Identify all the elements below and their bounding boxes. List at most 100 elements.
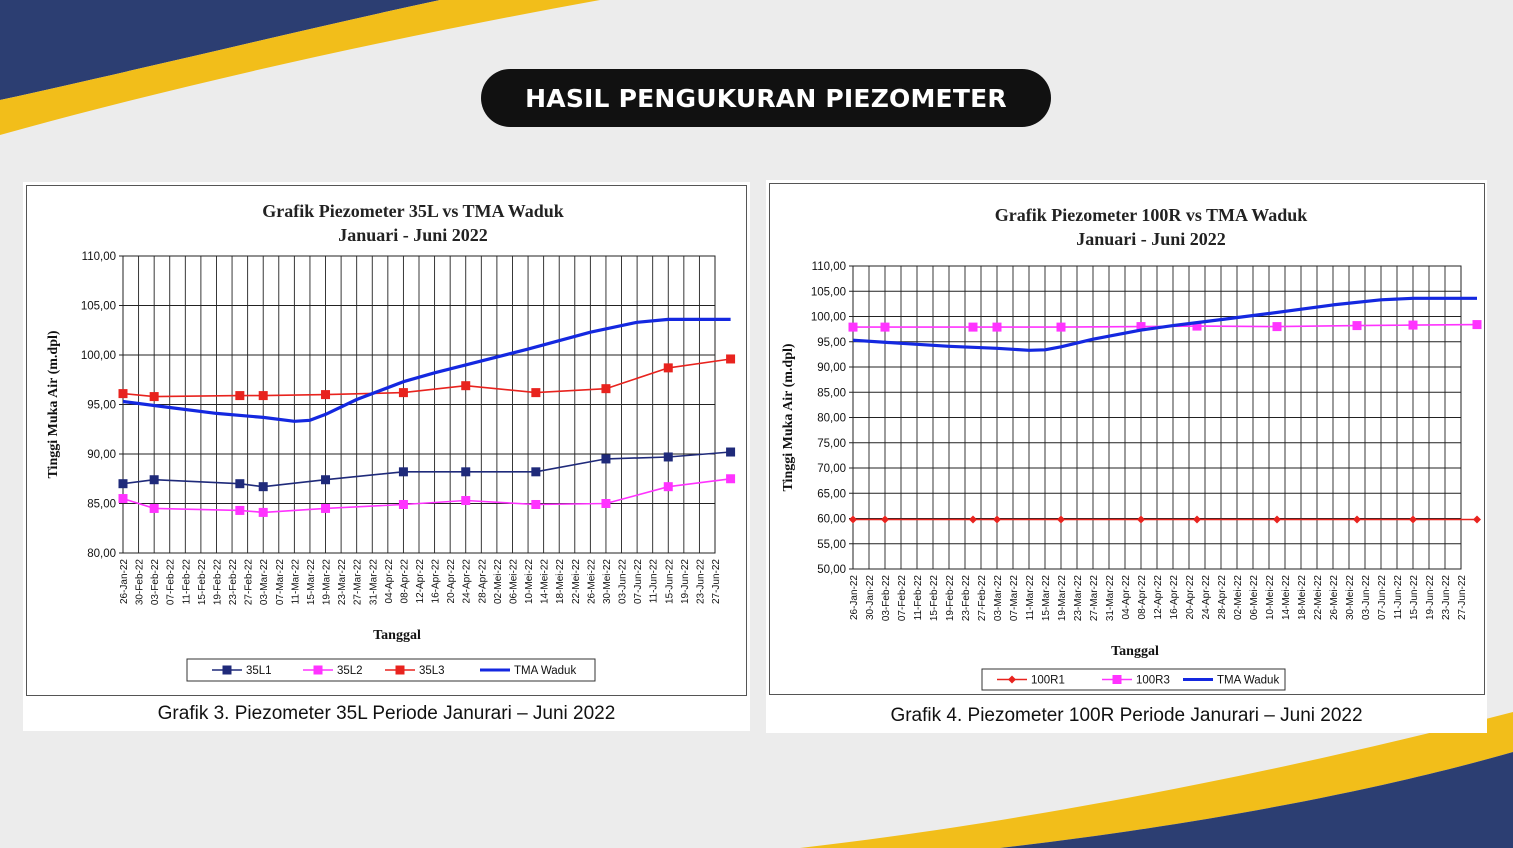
chart-frame-35l: Grafik Piezometer 35L vs TMA Waduk Januar… xyxy=(26,185,747,696)
y-tick-label: 80,00 xyxy=(817,413,846,425)
y-tick-label: 60,00 xyxy=(817,514,846,526)
x-tick-label: 27-Feb-22 xyxy=(244,559,255,606)
x-tick-label: 26-Jan-22 xyxy=(119,559,130,604)
x-tick-label: 11-Mar-22 xyxy=(1025,575,1036,621)
x-tick-label: 16-Apr-22 xyxy=(431,559,442,604)
legend-marker xyxy=(314,666,323,675)
data-point-35l1 xyxy=(119,479,128,488)
x-tick-label: 20-Apr-22 xyxy=(446,559,457,604)
y-tick-label: 95,00 xyxy=(87,400,116,412)
x-tick-label: 18-Mei-22 xyxy=(1297,575,1308,620)
data-point-35l3 xyxy=(726,354,735,363)
data-point-35l3 xyxy=(235,391,244,400)
x-tick-label: 03-Feb-22 xyxy=(150,559,161,606)
legend-marker xyxy=(1113,675,1122,684)
x-tick-label: 12-Apr-22 xyxy=(1153,575,1164,620)
x-tick-label: 28-Apr-22 xyxy=(1217,575,1228,620)
x-tick-label: 19-Feb-22 xyxy=(945,575,956,622)
x-tick-label: 06-Mei-22 xyxy=(1249,575,1260,620)
x-tick-label: 30-Mei-22 xyxy=(1345,575,1356,620)
x-tick-label: 27-Jun-22 xyxy=(711,559,722,604)
x-tick-label: 15-Jun-22 xyxy=(1409,575,1420,620)
x-tick-label: 03-Jun-22 xyxy=(1361,575,1372,620)
x-tick-label: 24-Apr-22 xyxy=(1201,575,1212,620)
x-tick-label: 08-Apr-22 xyxy=(1137,575,1148,620)
data-point-35l3 xyxy=(259,391,268,400)
legend-label: 100R1 xyxy=(1031,675,1065,687)
y-tick-label: 100,00 xyxy=(811,312,846,324)
data-point-100r3 xyxy=(969,323,978,332)
data-point-100r3 xyxy=(1473,320,1482,329)
x-tick-label: 23-Feb-22 xyxy=(961,575,972,622)
caption-left: Grafik 3. Piezometer 35L Periode Janurar… xyxy=(23,703,750,725)
x-tick-label: 08-Apr-22 xyxy=(399,559,410,604)
x-tick-label: 24-Apr-22 xyxy=(462,559,473,604)
legend-label: 35L1 xyxy=(246,665,272,677)
x-tick-label: 11-Feb-22 xyxy=(181,559,192,605)
chart-title: Grafik Piezometer 35L vs TMA Waduk xyxy=(262,201,564,221)
x-tick-label: 30-Jan-22 xyxy=(865,575,876,620)
x-tick-label: 10-Mei-22 xyxy=(524,559,535,604)
x-tick-label: 11-Mar-22 xyxy=(290,559,301,605)
data-point-100r3 xyxy=(1353,321,1362,330)
x-tick-label: 07-Mar-22 xyxy=(1009,575,1020,622)
x-tick-label: 28-Apr-22 xyxy=(477,559,488,604)
x-tick-label: 03-Feb-22 xyxy=(881,575,892,622)
y-axis-label: Tinggi Muka Air (m.dpl) xyxy=(46,330,61,478)
data-point-100r3 xyxy=(1273,322,1282,331)
data-point-35l1 xyxy=(321,475,330,484)
x-tick-label: 27-Jun-22 xyxy=(1457,575,1468,620)
x-axis-label: Tanggal xyxy=(373,628,421,643)
data-point-35l2 xyxy=(601,499,610,508)
x-tick-label: 11-Jun-22 xyxy=(1393,575,1404,620)
x-tick-label: 07-Jun-22 xyxy=(1377,575,1388,620)
x-tick-label: 26-Jan-22 xyxy=(849,575,860,620)
x-tick-label: 12-Apr-22 xyxy=(415,559,426,604)
y-tick-label: 85,00 xyxy=(87,499,116,511)
data-point-35l2 xyxy=(235,506,244,515)
data-point-100r3 xyxy=(881,323,890,332)
data-point-35l2 xyxy=(664,482,673,491)
data-point-35l1 xyxy=(259,482,268,491)
x-tick-label: 07-Feb-22 xyxy=(897,575,908,622)
chart-panel-100r: Grafik Piezometer 100R vs TMA Waduk Janua… xyxy=(766,180,1487,733)
data-point-35l1 xyxy=(664,452,673,461)
y-tick-label: 110,00 xyxy=(812,261,846,273)
x-tick-label: 06-Mei-22 xyxy=(508,559,519,604)
data-point-35l3 xyxy=(601,384,610,393)
y-axis-label: Tinggi Muka Air (m.dpl) xyxy=(781,343,796,491)
x-tick-label: 30-Mei-22 xyxy=(602,559,613,604)
y-tick-label: 110,00 xyxy=(82,251,116,263)
legend-label: 35L2 xyxy=(337,665,363,677)
y-tick-label: 50,00 xyxy=(817,564,846,576)
legend-label: TMA Waduk xyxy=(1217,675,1279,687)
x-tick-label: 15-Feb-22 xyxy=(197,559,208,606)
x-tick-label: 19-Feb-22 xyxy=(212,559,223,606)
y-tick-label: 90,00 xyxy=(87,449,116,461)
legend-label: 100R3 xyxy=(1136,675,1170,687)
legend-marker xyxy=(396,666,405,675)
y-tick-label: 70,00 xyxy=(817,463,846,475)
data-point-35l2 xyxy=(150,504,159,513)
data-point-35l2 xyxy=(461,496,470,505)
x-tick-label: 26-Mei-22 xyxy=(586,559,597,604)
legend-label: TMA Waduk xyxy=(514,665,576,677)
y-tick-label: 55,00 xyxy=(817,539,846,551)
y-tick-label: 100,00 xyxy=(81,350,116,362)
y-tick-label: 80,00 xyxy=(87,548,116,560)
slide-title: HASIL PENGUKURAN PIEZOMETER xyxy=(481,69,1051,127)
x-tick-label: 15-Mar-22 xyxy=(306,559,317,606)
y-tick-label: 90,00 xyxy=(817,362,846,374)
data-point-100r1 xyxy=(1473,516,1481,524)
x-tick-label: 19-Mar-22 xyxy=(322,559,333,606)
chart-subtitle: Januari - Juni 2022 xyxy=(1076,229,1226,249)
data-point-35l2 xyxy=(726,474,735,483)
x-tick-label: 16-Apr-22 xyxy=(1169,575,1180,620)
x-tick-label: 27-Mar-22 xyxy=(1089,575,1100,622)
x-tick-label: 02-Mei-22 xyxy=(493,559,504,604)
x-tick-label: 18-Mei-22 xyxy=(555,559,566,604)
x-tick-label: 14-Mei-22 xyxy=(540,559,551,604)
chart-35l: Grafik Piezometer 35L vs TMA Waduk Januar… xyxy=(27,186,746,695)
chart-title: Grafik Piezometer 100R vs TMA Waduk xyxy=(995,205,1308,225)
data-point-35l3 xyxy=(119,389,128,398)
